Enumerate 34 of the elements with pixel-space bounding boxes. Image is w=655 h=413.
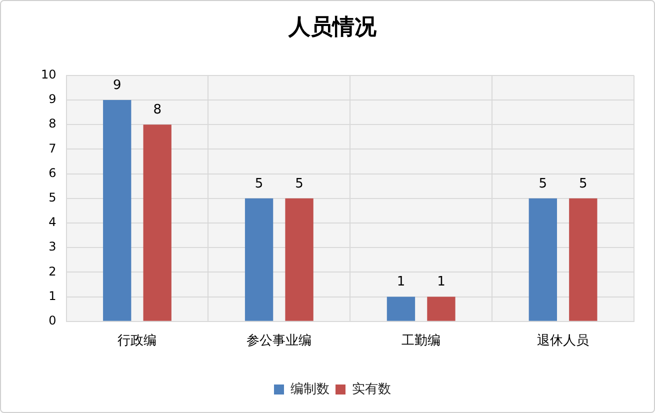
bar <box>386 296 416 321</box>
x-tick-label: 行政编 <box>118 334 157 349</box>
bar <box>285 198 314 321</box>
chart-title: 人员情况 <box>288 14 378 40</box>
data-label: 5 <box>579 176 588 192</box>
data-label: 1 <box>437 274 446 290</box>
y-tick-label: 0 <box>48 314 56 328</box>
data-label: 5 <box>538 176 548 192</box>
y-tick-label: 1 <box>48 288 56 303</box>
x-tick-label: 退休人员 <box>537 334 590 349</box>
y-tick-label: 2 <box>48 264 56 278</box>
bar <box>427 296 456 321</box>
data-label: 5 <box>295 176 304 192</box>
legend-label: 实有数 <box>352 382 391 397</box>
bar <box>103 100 132 321</box>
y-tick-label: 10 <box>40 68 56 82</box>
y-tick-label: 3 <box>48 240 56 254</box>
y-tick-label: 9 <box>48 92 56 106</box>
y-tick-label: 5 <box>48 190 56 205</box>
y-tick-label: 8 <box>48 116 56 131</box>
y-tick-label: 4 <box>48 215 56 230</box>
data-label: 1 <box>396 274 406 290</box>
bar <box>569 198 598 321</box>
bar <box>244 198 274 321</box>
bar <box>528 198 557 321</box>
x-tick-label: 参公事业编 <box>246 334 312 349</box>
bar <box>143 124 172 321</box>
data-label: 5 <box>254 176 264 192</box>
legend-label: 编制数 <box>290 382 330 397</box>
y-tick-label: 6 <box>48 166 56 180</box>
data-label: 9 <box>112 78 122 93</box>
y-tick-label: 7 <box>48 141 56 156</box>
x-tick-label: 工勤编 <box>402 334 441 349</box>
data-label: 8 <box>153 102 162 118</box>
